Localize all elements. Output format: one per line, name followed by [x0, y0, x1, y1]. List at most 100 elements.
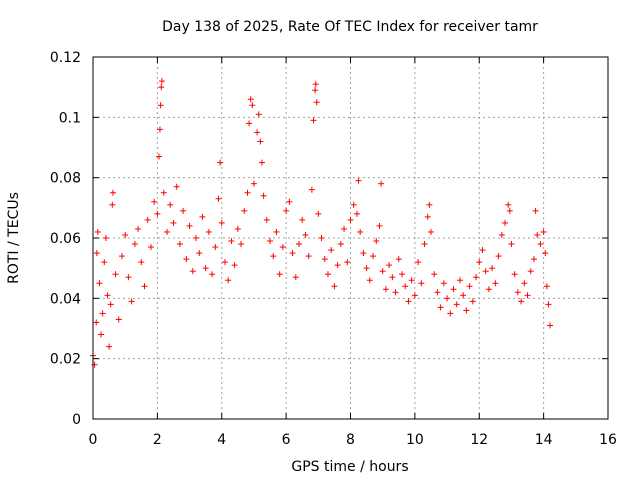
data-point	[373, 238, 380, 245]
data-point	[460, 292, 467, 299]
data-point	[270, 253, 277, 260]
data-point	[431, 271, 438, 278]
data-point	[118, 253, 125, 260]
data-point	[154, 210, 161, 217]
data-point	[125, 274, 132, 281]
data-point	[217, 159, 224, 166]
data-point	[440, 280, 447, 287]
y-tick-label: 0.02	[50, 352, 81, 368]
data-point	[395, 256, 402, 263]
data-point	[205, 228, 212, 235]
data-point	[350, 201, 357, 208]
data-point	[157, 102, 164, 109]
data-point	[399, 271, 405, 278]
grid	[93, 57, 608, 419]
data-point	[511, 271, 518, 278]
data-point	[155, 153, 162, 160]
y-tick-label: 0.06	[50, 231, 81, 247]
chart-title: Day 138 of 2025, Rate Of TEC Index for r…	[162, 19, 538, 35]
data-point	[527, 268, 534, 275]
y-axis-label: ROTI / TECUs	[6, 192, 22, 284]
data-point	[466, 283, 473, 290]
data-point	[543, 283, 550, 290]
data-point	[389, 274, 396, 281]
data-point	[212, 244, 219, 251]
x-tick-label: 12	[470, 432, 488, 448]
data-point	[542, 250, 549, 257]
data-point	[193, 235, 199, 241]
data-point	[106, 343, 113, 350]
data-point	[341, 225, 348, 232]
data-point	[321, 256, 328, 263]
data-point	[170, 219, 177, 226]
data-point	[308, 186, 315, 193]
data-point	[156, 126, 163, 133]
data-point	[255, 111, 262, 118]
data-point	[305, 253, 312, 260]
data-point	[267, 238, 274, 245]
data-point	[263, 216, 270, 223]
x-tick-label: 4	[217, 432, 226, 448]
data-point	[540, 228, 547, 235]
data-point	[101, 259, 108, 266]
data-point	[158, 84, 165, 91]
data-point	[109, 189, 116, 196]
data-point	[189, 268, 196, 275]
data-point	[324, 271, 331, 278]
data-point	[450, 286, 457, 293]
data-point	[257, 138, 264, 145]
data-point	[370, 253, 377, 260]
data-point	[225, 277, 232, 284]
data-point	[506, 207, 513, 214]
data-point	[411, 292, 418, 299]
data-point	[363, 265, 370, 272]
data-point	[279, 244, 286, 251]
data-point	[545, 301, 552, 308]
data-point	[382, 286, 389, 293]
data-point	[379, 268, 386, 275]
data-point	[144, 216, 151, 223]
data-point	[530, 256, 537, 263]
data-point	[315, 210, 322, 217]
data-point	[502, 219, 508, 226]
data-point	[246, 120, 253, 127]
y-tick-label: 0.12	[50, 50, 81, 66]
data-point	[463, 307, 470, 314]
data-point	[312, 81, 319, 88]
data-point	[532, 207, 539, 214]
x-tick-label: 14	[535, 432, 553, 448]
data-point	[444, 295, 451, 302]
data-point	[115, 316, 122, 323]
axis-ticks	[92, 56, 609, 420]
data-point	[312, 87, 319, 94]
data-point	[199, 213, 206, 220]
y-tick-label: 0.04	[50, 291, 81, 307]
data-point	[469, 298, 476, 305]
data-point	[534, 231, 541, 238]
data-point	[547, 322, 554, 329]
data-point	[135, 225, 142, 232]
data-point	[453, 301, 460, 308]
data-point	[238, 241, 245, 248]
data-point	[131, 241, 138, 248]
x-tick-label: 10	[406, 432, 424, 448]
data-point	[378, 180, 385, 187]
data-point	[276, 271, 283, 278]
data-point	[508, 241, 515, 248]
data-point	[366, 277, 373, 284]
data-point	[479, 247, 486, 254]
data-point	[353, 210, 360, 217]
data-point	[186, 222, 193, 229]
data-point	[485, 286, 492, 293]
data-point	[289, 250, 296, 257]
data-point	[418, 280, 425, 287]
data-point	[283, 207, 290, 214]
data-point	[505, 201, 512, 208]
data-point	[492, 280, 499, 287]
data-point	[94, 228, 101, 235]
data-point	[344, 259, 351, 266]
data-point	[424, 213, 431, 220]
data-point	[209, 271, 216, 278]
data-point	[313, 99, 320, 106]
data-point	[241, 207, 248, 214]
